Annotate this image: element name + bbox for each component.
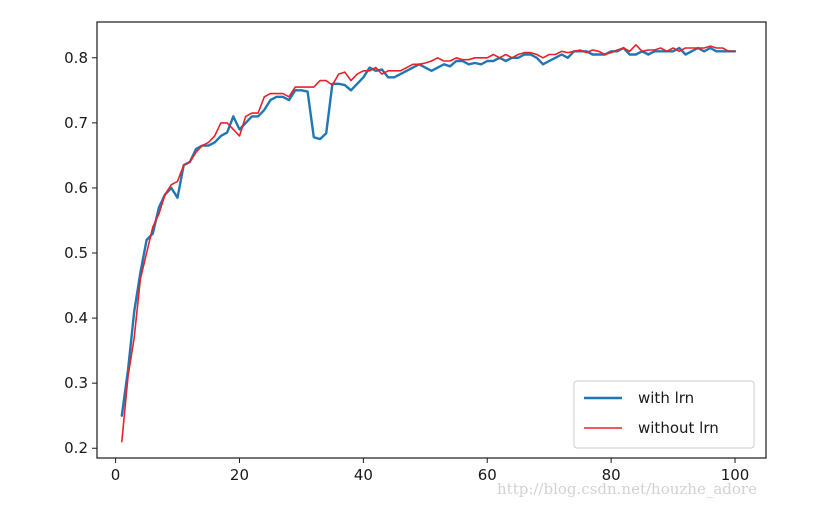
x-tick-label: 0 (111, 466, 121, 484)
x-tick-label: 100 (721, 466, 750, 484)
y-tick-label: 0.7 (64, 114, 88, 132)
x-axis: 0 20 40 60 80 100 (111, 458, 750, 484)
x-tick-label: 20 (230, 466, 249, 484)
y-tick-label: 0.3 (64, 374, 88, 392)
watermark: http://blog.csdn.net/houzhe_adore (497, 480, 757, 498)
legend-label-with-lrn: with lrn (638, 389, 694, 407)
x-tick-label: 80 (602, 466, 621, 484)
y-tick-label: 0.5 (64, 244, 88, 262)
series-line-with-lrn (120, 46, 737, 417)
plot-area-frame (96, 21, 767, 459)
x-tick-label: 40 (354, 466, 373, 484)
y-axis: 0.2 0.3 0.4 0.5 0.6 0.7 0.8 (64, 49, 97, 457)
legend-label-without-lrn: without lrn (638, 419, 719, 437)
y-tick-label: 0.2 (64, 439, 88, 457)
legend: with lrn without lrn (573, 380, 755, 449)
y-tick-label: 0.8 (64, 49, 88, 67)
series-layer (120, 43, 737, 443)
y-tick-label: 0.6 (64, 179, 88, 197)
y-tick-label: 0.4 (64, 309, 88, 327)
series-line-without-lrn (121, 43, 736, 443)
x-tick-label: 60 (478, 466, 497, 484)
